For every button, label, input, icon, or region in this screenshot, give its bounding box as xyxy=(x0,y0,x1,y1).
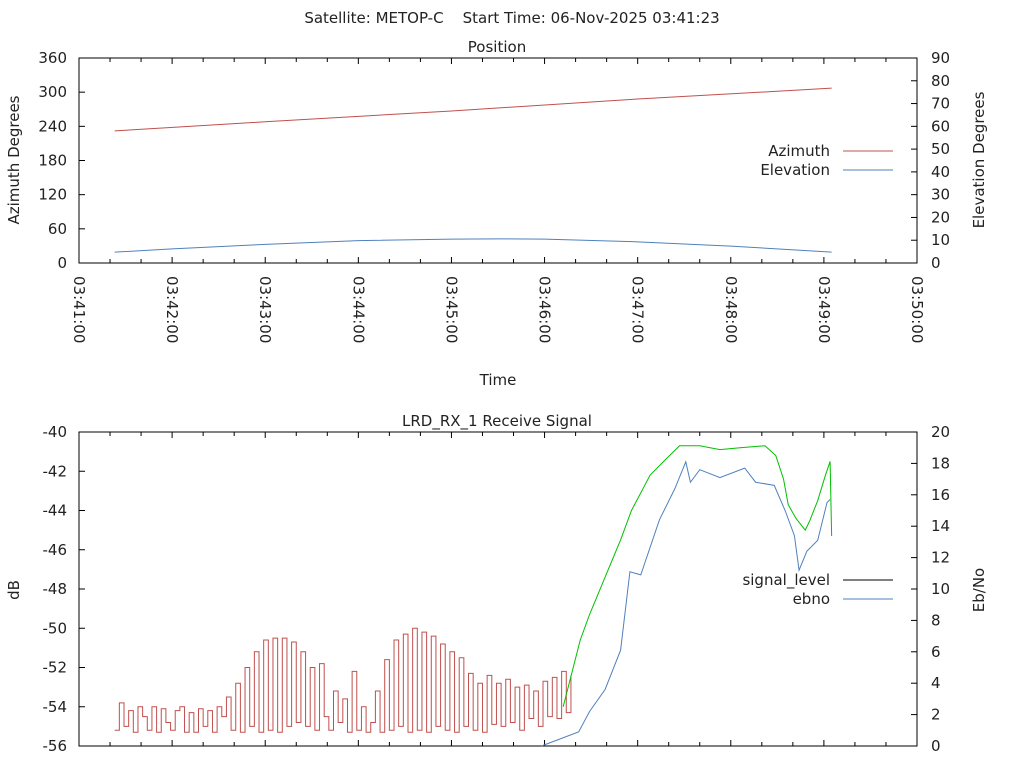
y2-tick-label: 16 xyxy=(931,486,950,504)
plot-border xyxy=(78,431,918,747)
y2-tick-label: 12 xyxy=(931,549,950,567)
y-tick-label: 120 xyxy=(38,186,67,204)
y-tick-label: 0 xyxy=(57,254,67,272)
signal-level-low-line xyxy=(114,627,572,733)
x-tick-label: 03:44:00 xyxy=(349,276,367,343)
ebno-line xyxy=(541,460,831,747)
signal-title: LRD_RX_1 Receive Signal xyxy=(402,412,592,431)
y2-tick-label: 18 xyxy=(931,454,950,472)
chart-main-title: Satellite: METOP-C Start Time: 06-Nov-20… xyxy=(304,9,719,27)
y2-tick-label: 14 xyxy=(931,517,950,535)
x-tick-label: 03:43:00 xyxy=(256,276,274,343)
y2-tick-label: 20 xyxy=(931,208,950,226)
y2-tick-label: 70 xyxy=(931,95,950,113)
y-tick-label: -50 xyxy=(43,619,68,637)
x-tick-label: 03:47:00 xyxy=(629,276,647,343)
x-tick-label: 03:48:00 xyxy=(722,276,740,343)
position-y2label: Elevation Degrees xyxy=(970,91,988,228)
x-tick-label: 03:49:00 xyxy=(815,276,833,343)
x-tick-label: 03:50:00 xyxy=(908,276,926,343)
y2-tick-label: 10 xyxy=(931,231,950,249)
position-xlabel: Time xyxy=(479,371,517,389)
y-tick-label: -42 xyxy=(43,462,68,480)
y-tick-label: 300 xyxy=(38,83,67,101)
y-tick-label: 60 xyxy=(48,220,67,238)
legend-azimuth-label: Azimuth xyxy=(768,142,830,160)
y2-tick-label: 50 xyxy=(931,140,950,158)
y2-tick-label: 4 xyxy=(931,674,941,692)
x-tick-label: 03:45:00 xyxy=(442,276,460,343)
y-tick-label: -46 xyxy=(43,541,68,559)
x-tick-label: 03:41:00 xyxy=(70,276,88,343)
y-tick-label: 360 xyxy=(38,49,67,67)
y2-tick-label: 30 xyxy=(931,186,950,204)
signal-ylabel: dB xyxy=(5,580,23,600)
position-title: Position xyxy=(468,38,526,56)
y2-tick-label: 20 xyxy=(931,423,950,441)
elevation-line xyxy=(114,238,832,253)
y2-tick-label: 0 xyxy=(931,737,941,755)
y2-tick-label: 10 xyxy=(931,580,950,598)
legend-signal-level-label: signal_level xyxy=(742,571,830,590)
y-tick-label: -44 xyxy=(43,502,68,520)
legend-elevation-label: Elevation xyxy=(760,161,830,179)
signal-level-high-line xyxy=(562,445,833,707)
y2-tick-label: 40 xyxy=(931,163,950,181)
y2-tick-label: 0 xyxy=(931,254,941,272)
x-tick-label: 03:42:00 xyxy=(163,276,181,343)
y-tick-label: -56 xyxy=(43,737,68,755)
position-plot: Position Time Azimuth Degrees Elevation … xyxy=(5,38,988,389)
x-tick-label: 03:46:00 xyxy=(536,276,554,343)
legend-ebno-label: ebno xyxy=(793,590,830,608)
y-tick-label: 240 xyxy=(38,117,67,135)
azimuth-line xyxy=(114,87,832,132)
y-tick-label: -54 xyxy=(43,698,68,716)
y-tick-label: -48 xyxy=(43,580,68,598)
y-tick-label: 180 xyxy=(38,152,67,170)
signal-y2label: Eb/No xyxy=(970,568,988,612)
y2-tick-label: 8 xyxy=(931,611,941,629)
signal-plot: LRD_RX_1 Receive Signal dB Eb/No signal_… xyxy=(5,412,988,755)
y2-tick-label: 6 xyxy=(931,643,941,661)
position-ylabel: Azimuth Degrees xyxy=(5,95,23,224)
y2-tick-label: 90 xyxy=(931,49,950,67)
y2-tick-label: 80 xyxy=(931,72,950,90)
y2-tick-label: 2 xyxy=(931,706,941,724)
y-tick-label: -40 xyxy=(43,423,68,441)
y2-tick-label: 60 xyxy=(931,117,950,135)
y-tick-label: -52 xyxy=(43,659,68,677)
